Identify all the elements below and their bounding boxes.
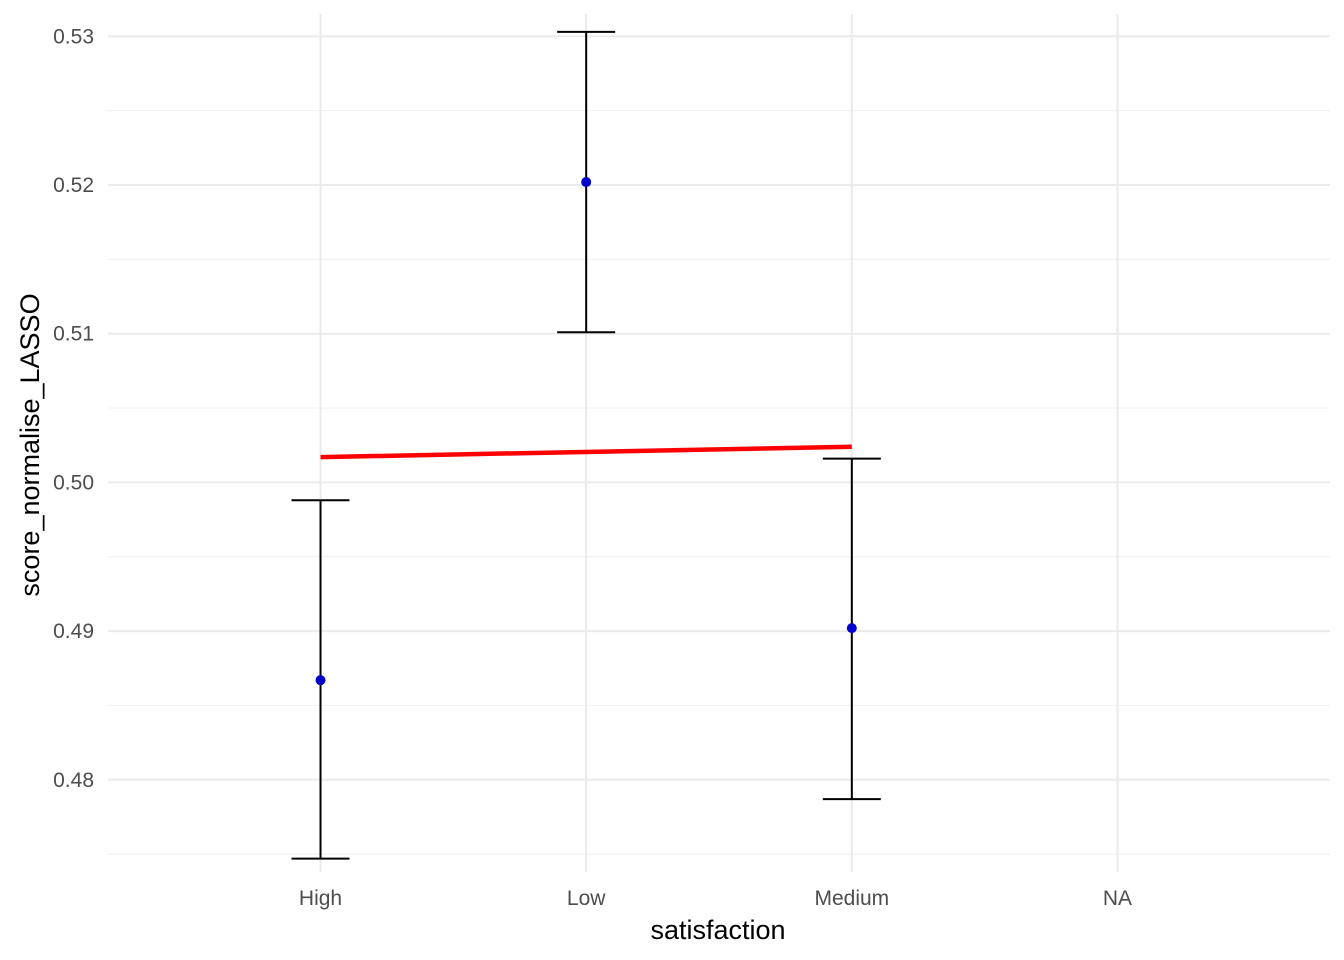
x-axis-title: satisfaction (650, 915, 785, 945)
minor-gridlines (108, 110, 1330, 855)
y-tick-label: 0.48 (53, 769, 94, 792)
trend-line (320, 444, 852, 460)
mean-point (846, 623, 857, 634)
x-tick-label: Medium (814, 887, 889, 910)
x-tick-label: High (299, 887, 342, 910)
y-tick-label: 0.51 (53, 323, 94, 346)
x-tick-label: NA (1103, 887, 1132, 910)
y-tick-label: 0.52 (53, 174, 94, 197)
trend-lines (320, 444, 852, 460)
x-tick-label: Low (567, 887, 606, 910)
mean-point (315, 675, 326, 686)
mean-point (581, 177, 592, 188)
y-axis-title: score_normalise_LASSO (15, 293, 45, 596)
y-axis-tick-labels: 0.48 0.49 0.50 0.51 0.52 0.53 (53, 25, 94, 792)
y-tick-label: 0.49 (53, 620, 94, 643)
y-tick-label: 0.53 (53, 25, 94, 48)
major-gridlines (108, 14, 1330, 872)
x-axis-tick-labels: High Low Medium NA (299, 887, 1132, 910)
y-tick-label: 0.50 (53, 471, 94, 494)
data-points (315, 177, 857, 686)
